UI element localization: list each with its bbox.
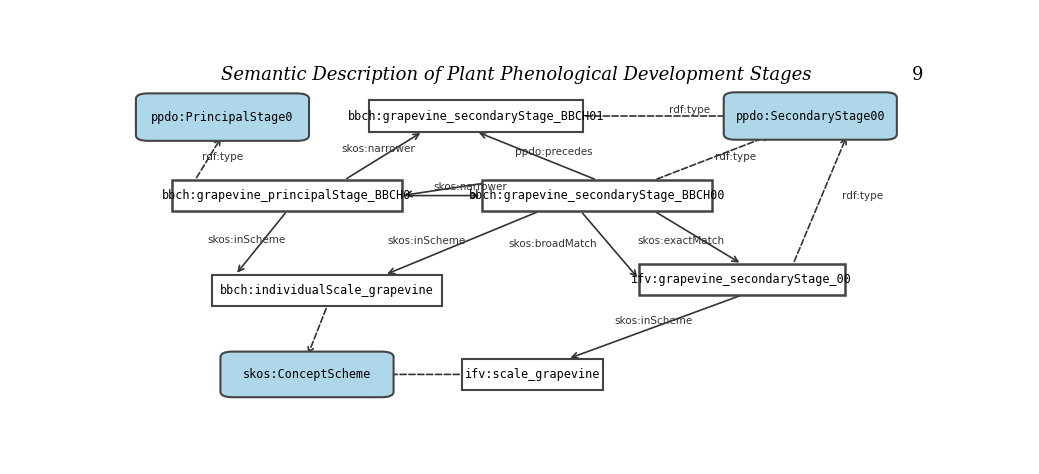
Text: rdf:type: rdf:type [842, 191, 883, 201]
FancyBboxPatch shape [639, 264, 845, 295]
Text: bbch:grapevine_secondaryStage_BBCH01: bbch:grapevine_secondaryStage_BBCH01 [348, 109, 605, 122]
Text: rdf:type: rdf:type [202, 152, 243, 162]
Text: rdf:type: rdf:type [715, 152, 756, 162]
Text: rdf:type: rdf:type [669, 105, 710, 115]
Text: ifv:grapevine_secondaryStage_00: ifv:grapevine_secondaryStage_00 [632, 273, 852, 286]
Text: bbch:individualScale_grapevine: bbch:individualScale_grapevine [220, 284, 434, 297]
Text: ppdo:SecondaryStage00: ppdo:SecondaryStage00 [736, 109, 885, 122]
FancyBboxPatch shape [462, 359, 603, 390]
Text: skos:inScheme: skos:inScheme [614, 317, 692, 327]
Text: skos:broadMatch: skos:broadMatch [508, 239, 597, 249]
Text: ppdo:PrincipalStage0: ppdo:PrincipalStage0 [152, 110, 294, 124]
FancyBboxPatch shape [724, 92, 897, 140]
FancyBboxPatch shape [482, 180, 712, 211]
Text: skos:exactMatch: skos:exactMatch [638, 236, 725, 246]
Text: skos:ConceptScheme: skos:ConceptScheme [243, 368, 371, 381]
Text: Semantic Description of Plant Phenological Development Stages: Semantic Description of Plant Phenologic… [221, 66, 811, 84]
Text: skos:inScheme: skos:inScheme [388, 236, 465, 246]
FancyBboxPatch shape [212, 275, 442, 306]
FancyBboxPatch shape [370, 100, 583, 131]
Text: skos:narrower: skos:narrower [433, 182, 507, 192]
FancyBboxPatch shape [172, 180, 402, 211]
Text: ppdo:precedes: ppdo:precedes [515, 147, 593, 157]
Text: skos:inScheme: skos:inScheme [208, 235, 286, 245]
Text: bbch:grapevine_secondaryStage_BBCH00: bbch:grapevine_secondaryStage_BBCH00 [469, 189, 725, 202]
Text: ifv:scale_grapevine: ifv:scale_grapevine [464, 368, 601, 381]
FancyBboxPatch shape [220, 352, 394, 397]
Text: 9: 9 [911, 66, 923, 84]
Text: skos:narrower: skos:narrower [341, 144, 415, 154]
FancyBboxPatch shape [136, 93, 309, 141]
Text: bbch:grapevine_principalStage_BBCH0: bbch:grapevine_principalStage_BBCH0 [162, 189, 411, 202]
